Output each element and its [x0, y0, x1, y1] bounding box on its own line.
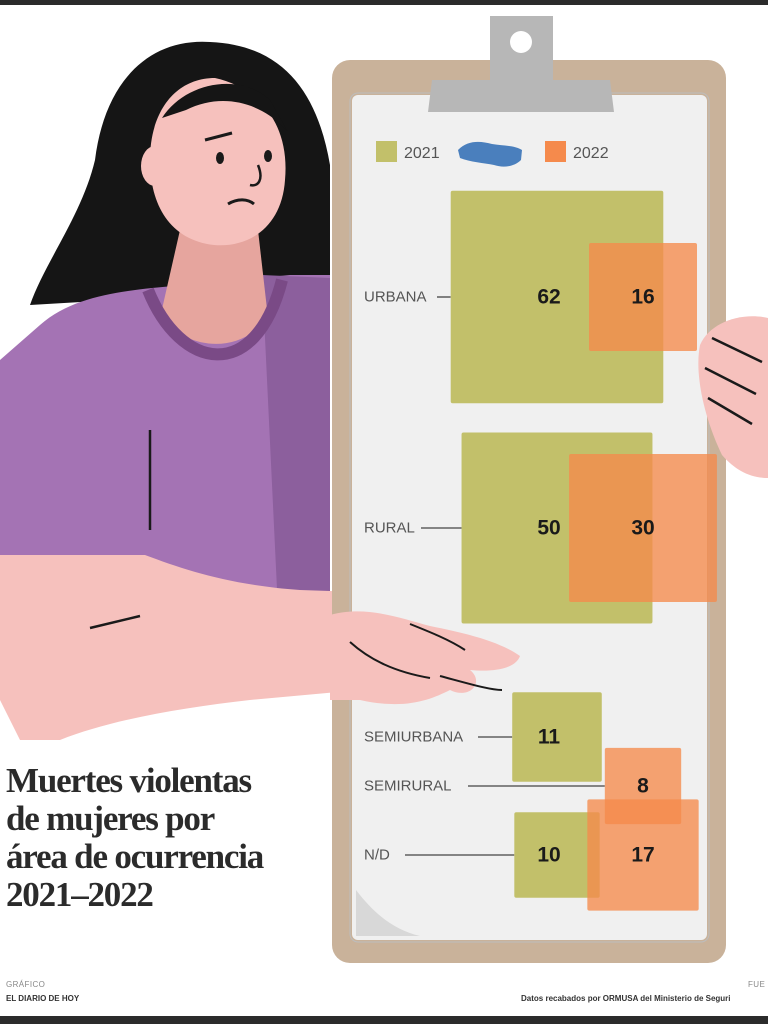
bar-2021-semiurbana	[512, 692, 602, 782]
value-label-2022-semirural: 8	[637, 775, 649, 798]
credit-name: EL DIARIO DE HOY	[6, 994, 80, 1003]
value-label-2021-semiurbana: 11	[538, 726, 561, 749]
woman-nose	[249, 164, 262, 187]
title-line-2: de mujeres por	[6, 799, 215, 838]
legend-label-2022: 2022	[573, 145, 609, 162]
legend-swatch-2021	[376, 141, 397, 162]
bar-2021-n/d	[514, 812, 600, 898]
source-kicker: FUE	[748, 980, 766, 989]
category-label-semirural: SEMIRURAL	[364, 778, 452, 795]
title-line-3: área de ocurrencia	[6, 837, 264, 876]
woman-mouth	[227, 198, 255, 206]
chart-marks: URBANA 62 16 RURAL 50 30 SEMIURBANA 11 SEMIRURAL…	[364, 190, 717, 911]
clipboard-page-curl	[356, 890, 420, 936]
source-text: Datos recabados por ORMUSA del Ministeri…	[521, 994, 731, 1003]
category-label-rural: RURAL	[364, 520, 415, 537]
woman-ear	[141, 146, 169, 186]
category-label-n/d: N/D	[364, 847, 390, 864]
category-label-urbana: URBANA	[364, 289, 427, 306]
value-label-2021-n/d: 10	[537, 844, 560, 867]
bar-2022-urbana	[589, 243, 697, 351]
bar-2022-n/d	[587, 799, 699, 911]
credit-kicker: GRÁFICO	[6, 980, 46, 989]
woman-arm	[0, 555, 360, 740]
title-line-4: 2021–2022	[6, 875, 154, 914]
bottom-border	[0, 1016, 768, 1024]
value-label-2022-n/d: 17	[631, 844, 654, 867]
legend-label-2021: 2021	[404, 145, 440, 162]
el-salvador-map-icon	[458, 141, 522, 167]
clipboard-clip	[428, 16, 614, 112]
legend-swatch-2022	[545, 141, 566, 162]
woman-neck	[160, 230, 268, 344]
woman-collar	[142, 278, 288, 361]
woman-shirt-shade	[262, 275, 330, 610]
value-label-2021-urbana: 62	[537, 286, 560, 309]
woman-eye-left	[216, 152, 224, 164]
woman-eye-right	[264, 150, 272, 162]
bar-2022-rural	[569, 454, 717, 602]
title-line-1: Muertes violentas	[6, 761, 252, 800]
pointing-hand	[330, 611, 520, 705]
value-label-2022-urbana: 16	[631, 286, 654, 309]
woman-bangs	[162, 83, 288, 132]
top-border	[0, 0, 768, 5]
woman-shirt	[0, 275, 330, 610]
value-label-2022-rural: 30	[631, 517, 654, 540]
value-label-2021-rural: 50	[537, 517, 560, 540]
chart-title: Muertes violentas de mujeres por área de…	[6, 762, 336, 914]
woman-brow	[204, 131, 233, 142]
category-label-semiurbana: SEMIURBANA	[364, 729, 463, 746]
